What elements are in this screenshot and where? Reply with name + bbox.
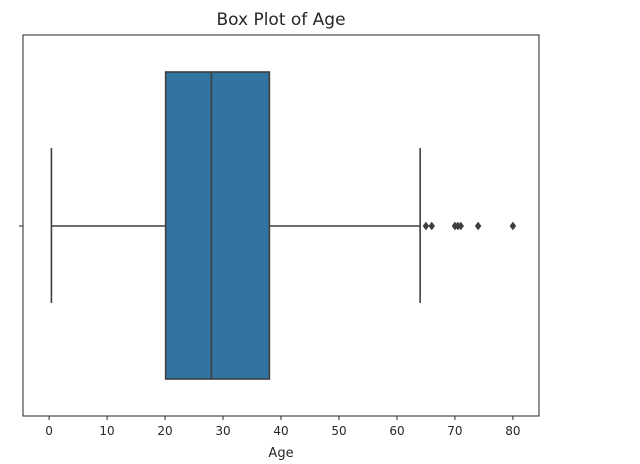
x-tick-label: 20: [157, 424, 172, 438]
chart-marks: [50, 71, 517, 380]
x-tick-label: 50: [331, 424, 346, 438]
outlier-point: [457, 221, 465, 231]
x-tick-label: 70: [447, 424, 462, 438]
x-axis-label: Age: [268, 446, 293, 461]
chart-title: Box Plot of Age: [216, 10, 345, 30]
iqr-box: [164, 71, 271, 380]
outlier-point: [509, 221, 517, 231]
outlier-point: [428, 221, 436, 231]
x-tick-label: 60: [389, 424, 404, 438]
x-tick-label: 80: [505, 424, 520, 438]
x-tick-label: 0: [45, 424, 53, 438]
x-tick-label: 10: [99, 424, 114, 438]
outlier-point: [422, 221, 430, 231]
x-tick-label: 40: [273, 424, 288, 438]
x-axis: 0 10 20 30 40 50 60 70 80: [45, 416, 521, 438]
outlier-point: [474, 221, 482, 231]
x-tick-label: 30: [215, 424, 230, 438]
